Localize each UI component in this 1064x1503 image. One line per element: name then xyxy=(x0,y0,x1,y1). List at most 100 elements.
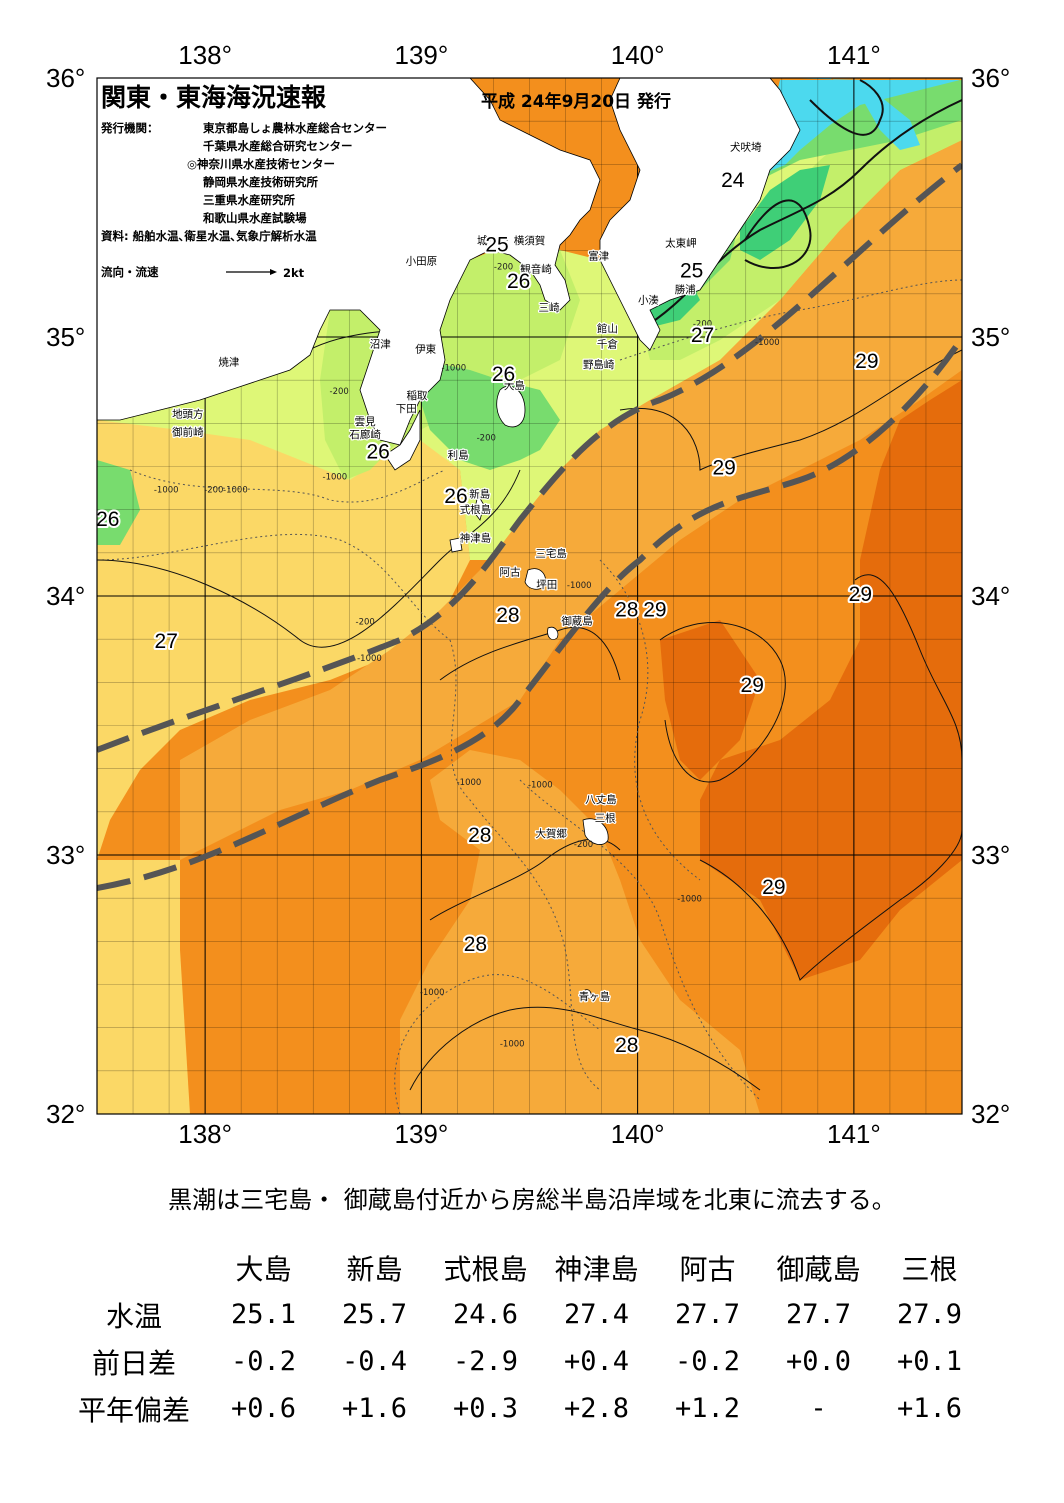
place-label: 式根島 xyxy=(460,503,492,516)
depth-label: -200 xyxy=(693,320,712,330)
place-label: 青ヶ島 xyxy=(579,990,611,1003)
place-label: 雲見 xyxy=(355,416,376,428)
lat-label-right: 32° xyxy=(971,1099,1010,1129)
kuroshio-axis-south xyxy=(97,336,962,891)
col-mikurajima: 御蔵島 xyxy=(776,1252,861,1286)
lat-label-left: 35° xyxy=(46,322,85,352)
lat-label-left: 33° xyxy=(46,840,85,870)
temp-field-orange-dark xyxy=(700,380,962,980)
place-label: 三根 xyxy=(595,811,616,824)
table-cell: +2.8 xyxy=(563,1393,630,1424)
land-oshima xyxy=(496,385,526,428)
isotherm-label: 29 xyxy=(712,456,735,479)
place-label: 神津島 xyxy=(460,532,492,545)
island-temperature-table: 大島 新島 式根島 神津島 阿古 御蔵島 三根 水温 25.1 25.7 24.… xyxy=(60,1244,985,1432)
place-label: 館山 xyxy=(597,322,618,335)
isotherm-label: 26 xyxy=(96,508,119,531)
temp-field-cyan-2 xyxy=(780,78,920,150)
land-hachijojima xyxy=(582,818,609,845)
temp-field-green-mid-3 xyxy=(97,460,140,545)
table-cell: 27.4 xyxy=(563,1299,630,1330)
land-mikurajima xyxy=(547,626,559,640)
depth-label: -1000 xyxy=(223,485,248,495)
isotherm-label: 25 xyxy=(680,259,703,282)
land-boso xyxy=(599,78,801,351)
depth-label: -200 xyxy=(330,387,349,397)
place-label: 小田原 xyxy=(406,255,438,267)
issuer-name: 千葉県水産総合研究センター xyxy=(203,139,353,153)
isotherm-label: 29 xyxy=(855,350,878,373)
depth-label: -1000 xyxy=(755,338,780,348)
table-cell: -0.4 xyxy=(341,1346,408,1377)
temp-field-yellow-band xyxy=(97,860,190,1114)
depth-contours xyxy=(97,279,962,1114)
lon-label-bottom: 140° xyxy=(611,1119,665,1149)
place-label: 城ヶ島 xyxy=(477,234,509,247)
lon-label-top: 140° xyxy=(611,40,665,70)
table-cell: +1.2 xyxy=(674,1393,741,1424)
lon-label-bottom: 141° xyxy=(827,1119,881,1149)
table-header-row: 大島 新島 式根島 神津島 阿古 御蔵島 三根 xyxy=(60,1244,985,1291)
place-label: 犬吠埼 xyxy=(730,141,762,154)
place-label: 御前崎 xyxy=(172,425,204,438)
lat-label-right: 35° xyxy=(971,322,1010,352)
place-label: 大賀郷 xyxy=(535,827,567,840)
table-cell: 24.6 xyxy=(452,1299,519,1330)
isotherm-label: 27 xyxy=(691,324,714,347)
depth-label: -200 xyxy=(477,434,496,444)
table-cell: +0.0 xyxy=(785,1346,852,1377)
place-label: 三宅島 xyxy=(535,547,567,560)
isotherm-label: 25 xyxy=(485,234,508,257)
depth-label: -1000 xyxy=(357,654,382,664)
place-label: 御蔵島 xyxy=(561,614,593,627)
depth-label: -1000 xyxy=(677,895,702,905)
place-label: 下田 xyxy=(396,403,417,415)
isotherm-label: 29 xyxy=(849,583,872,606)
current-scale-label: 2kt xyxy=(283,266,305,280)
depth-label: -1000 xyxy=(567,581,592,591)
depth-label: -1000 xyxy=(528,781,553,791)
isotherm-label: 26 xyxy=(492,363,515,386)
isotherm-label: 29 xyxy=(762,876,785,899)
place-label: 野島崎 xyxy=(583,358,615,371)
isotherm-label: 24 xyxy=(721,169,745,192)
issuer-label: 発行機関： xyxy=(100,121,159,135)
issuer-name: 和歌山県水産試験場 xyxy=(203,211,307,225)
land-kozushima xyxy=(449,537,463,553)
temp-field-yellow-west xyxy=(97,415,470,1114)
land-izu xyxy=(384,409,421,471)
table-cell: -0.2 xyxy=(674,1346,741,1377)
row-label-anomaly: 平年偏差 xyxy=(77,1393,190,1427)
isotherm-label: 28 xyxy=(464,933,487,956)
lon-label-top: 141° xyxy=(827,40,881,70)
depth-label: -200 xyxy=(494,263,513,273)
table-row: 水温 25.1 25.7 24.6 27.4 27.7 27.7 27.9 xyxy=(60,1291,985,1338)
table-row: 前日差 -0.2 -0.4 -2.9 +0.4 -0.2 +0.0 +0.1 xyxy=(60,1338,985,1385)
kuroshio-axis-north xyxy=(97,162,962,753)
place-label: 三崎 xyxy=(538,301,559,314)
isotherm-label: 26 xyxy=(507,270,530,293)
table-cell: - xyxy=(810,1393,827,1424)
lat-label-right: 34° xyxy=(971,581,1010,611)
col-niijima: 新島 xyxy=(346,1252,403,1286)
isotherm-label: 28 xyxy=(496,604,519,627)
place-label: 焼津 xyxy=(218,356,239,368)
issuer-name: 三重県水産研究所 xyxy=(203,193,295,207)
row-label-water-temp: 水温 xyxy=(105,1299,162,1333)
table-row: 平年偏差 +0.6 +1.6 +0.3 +2.8 +1.2 - +1.6 xyxy=(60,1385,985,1432)
place-label: 観音崎 xyxy=(520,262,552,275)
map-title: 関東・東海海況速報 xyxy=(101,83,327,112)
isotherm-label: 26 xyxy=(444,485,467,508)
current-legend-label: 流向・流速 xyxy=(101,265,159,279)
issue-date: 平成 24年9月20日 発行 xyxy=(481,91,671,112)
place-label: 大島 xyxy=(504,379,525,392)
lon-label-top: 138° xyxy=(178,40,232,70)
isotherm-label: 28 xyxy=(615,599,638,622)
depth-label: -1000 xyxy=(323,472,348,482)
table-cell: +0.6 xyxy=(230,1393,297,1424)
land-masses xyxy=(97,78,801,999)
depth-label: -1000 xyxy=(420,988,445,998)
